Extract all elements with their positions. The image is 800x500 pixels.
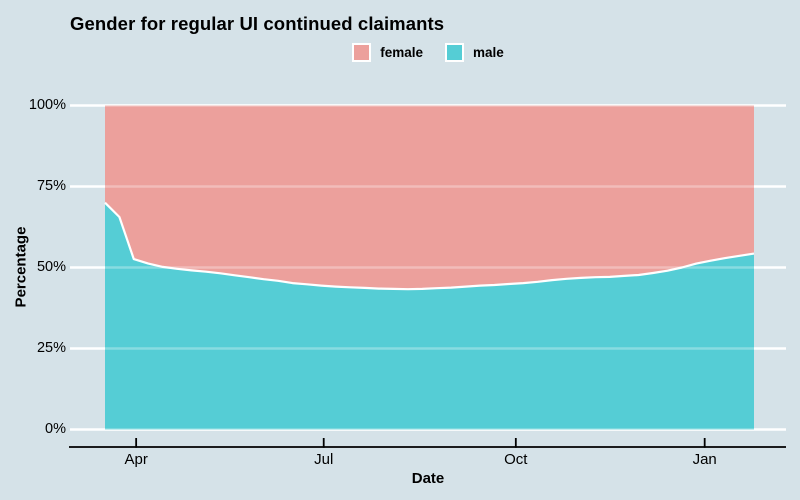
chart-title: Gender for regular UI continued claimant…: [70, 13, 445, 34]
y-tick-label: 0%: [45, 420, 66, 437]
y-tick-label: 100%: [28, 96, 66, 113]
area-female: [105, 105, 754, 290]
legend-item-male: male: [445, 43, 504, 62]
female-swatch: [352, 43, 372, 62]
x-tick-label: Jan: [692, 451, 717, 468]
y-tick-label: 25%: [36, 339, 66, 356]
legend-item-female: female: [352, 43, 423, 62]
male-swatch: [445, 43, 464, 62]
legend-label-female: female: [380, 45, 423, 60]
y-tick-label: 50%: [36, 258, 66, 275]
legend: female male: [70, 43, 786, 62]
x-tick-label: Apr: [124, 451, 148, 468]
x-axis-title: Date: [411, 470, 445, 487]
x-tick-label: Jul: [314, 451, 334, 468]
area-male: [105, 202, 754, 430]
legend-label-male: male: [473, 45, 504, 60]
y-tick-label: 75%: [36, 177, 66, 194]
x-tick-label: Oct: [504, 451, 528, 468]
series-boundary-line: [104, 201, 755, 291]
